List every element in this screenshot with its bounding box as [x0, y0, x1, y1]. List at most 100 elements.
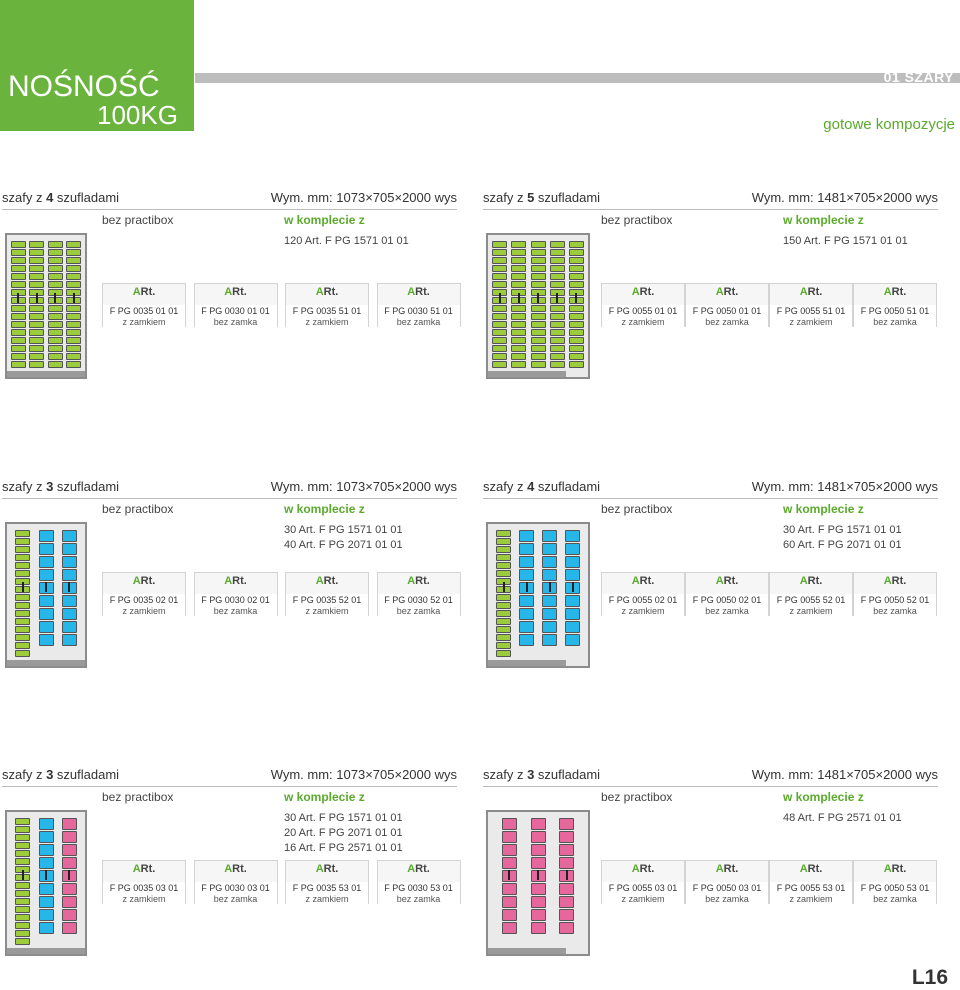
article-code: F PG 0055 51 01 [770, 305, 852, 317]
drawer-bin [66, 353, 82, 360]
drawer-bin [47, 361, 63, 368]
block-title: szafy z 3 szufladami [483, 767, 601, 782]
article-label: ARt. [715, 286, 739, 298]
block-title: szafy z 4 szufladami [483, 479, 601, 494]
drawer-bin [29, 273, 45, 280]
drawer-bin [530, 321, 546, 328]
drawer-bin [15, 554, 31, 561]
cabinet-illustration [5, 233, 87, 379]
drawer-bin [549, 313, 565, 320]
label-included: w komplecie z [783, 790, 864, 804]
drawer-bin [29, 305, 45, 312]
drawer-bin [549, 257, 565, 264]
drawer-bin [511, 321, 527, 328]
drawer-bin [15, 538, 31, 545]
drawer-bin [511, 353, 527, 360]
drawer-bin [66, 241, 82, 248]
drawer-column-green [47, 241, 63, 369]
drawer-bin [15, 858, 31, 865]
drawer-bin [501, 818, 517, 830]
drawer-bin [565, 569, 580, 581]
drawer-bin [61, 608, 77, 620]
drawer-bin [530, 361, 546, 368]
drawer-bin [519, 530, 534, 542]
article-cell: ARt. F PG 0050 52 01 bez zamka [853, 572, 937, 617]
lock-type: bez zamka [854, 894, 936, 905]
drawer-bin [559, 909, 575, 921]
drawer-bin [29, 265, 45, 272]
lock-icon [548, 582, 551, 592]
drawer-bin [496, 538, 511, 545]
lock-type: z zamkiem [286, 317, 368, 328]
drawer-bin [15, 570, 31, 577]
article-table: ARt. F PG 0055 02 01 z zamkiem ARt. F PG… [601, 572, 957, 618]
article-label: ARt. [799, 575, 823, 587]
lock-icon [537, 293, 539, 303]
drawer-column-green [549, 241, 565, 369]
lock-icon [45, 870, 47, 880]
drawer-column-green [29, 241, 45, 369]
lock-icon [571, 582, 574, 592]
drawer-column-pink [61, 818, 77, 946]
drawer-bin [496, 570, 511, 577]
drawer-bin [549, 273, 565, 280]
article-table: ARt. F PG 0055 01 01 z zamkiem ARt. F PG… [601, 283, 957, 329]
article-label: ARt. [132, 575, 156, 587]
drawer-bin [501, 831, 517, 843]
included-item: 30 Art. F PG 1571 01 01 [284, 812, 403, 824]
drawer-bin [29, 257, 45, 264]
article-cell: ARt. F PG 0050 03 01 bez zamka [685, 860, 769, 905]
drawer-bin [568, 337, 584, 344]
article-label: ARt. [315, 863, 339, 875]
drawer-bin [61, 844, 77, 856]
article-code: F PG 0055 03 01 [602, 882, 684, 894]
drawer-bin [549, 281, 565, 288]
drawer-bin [542, 556, 557, 568]
drawer-bin [568, 305, 584, 312]
drawer-bin [549, 345, 565, 352]
drawer-column-blue [565, 530, 580, 658]
drawer-bin [542, 608, 557, 620]
drawer-bin [61, 530, 77, 542]
drawer-bin [519, 608, 534, 620]
page-number: L16 [911, 966, 948, 989]
drawer-bin [15, 650, 31, 657]
block-header: szafy z 3 szufladami Wym. mm: 1073×705×2… [2, 476, 457, 496]
included-item: 60 Art. F PG 2071 01 01 [783, 539, 902, 551]
drawer-bin [61, 883, 77, 895]
drawer-bin [47, 345, 63, 352]
drawer-bin [568, 257, 584, 264]
drawer-bin [38, 883, 54, 895]
drawer-bin [15, 634, 31, 641]
drawer-bin [565, 634, 580, 646]
lock-type: z zamkiem [770, 606, 852, 617]
article-code: F PG 0050 53 01 [854, 882, 936, 894]
drawer-bin [568, 313, 584, 320]
drawer-bin [15, 898, 31, 905]
drawer-bin [511, 361, 527, 368]
drawer-bin [15, 890, 31, 897]
drawer-bin [530, 257, 546, 264]
lock-icon [35, 293, 38, 303]
drawer-bin [61, 595, 77, 607]
lock-type: bez zamka [194, 894, 277, 905]
article-table: ARt. F PG 0055 03 01 z zamkiem ARt. F PG… [601, 860, 957, 906]
drawer-bin [519, 595, 534, 607]
included-items: 30 Art. F PG 1571 01 01 40 Art. F PG 2071… [284, 523, 403, 553]
drawer-bin [29, 345, 45, 352]
drawer-bin [542, 569, 557, 581]
lock-type: bez zamka [194, 606, 277, 617]
article-code: F PG 0035 53 01 [286, 882, 368, 894]
label-included: w komplecie z [284, 213, 365, 227]
drawer-bin [29, 361, 45, 368]
drawer-column-pink [530, 818, 546, 946]
drawer-bin [15, 562, 31, 569]
drawer-bin [29, 321, 45, 328]
article-code: F PG 0055 52 01 [770, 594, 852, 606]
drawer-bin [29, 313, 45, 320]
drawer-bin [568, 361, 584, 368]
cabinet-base [488, 371, 566, 377]
drawer-column-pink [501, 818, 517, 946]
drawer-bin [565, 543, 580, 555]
drawer-bin [47, 321, 63, 328]
